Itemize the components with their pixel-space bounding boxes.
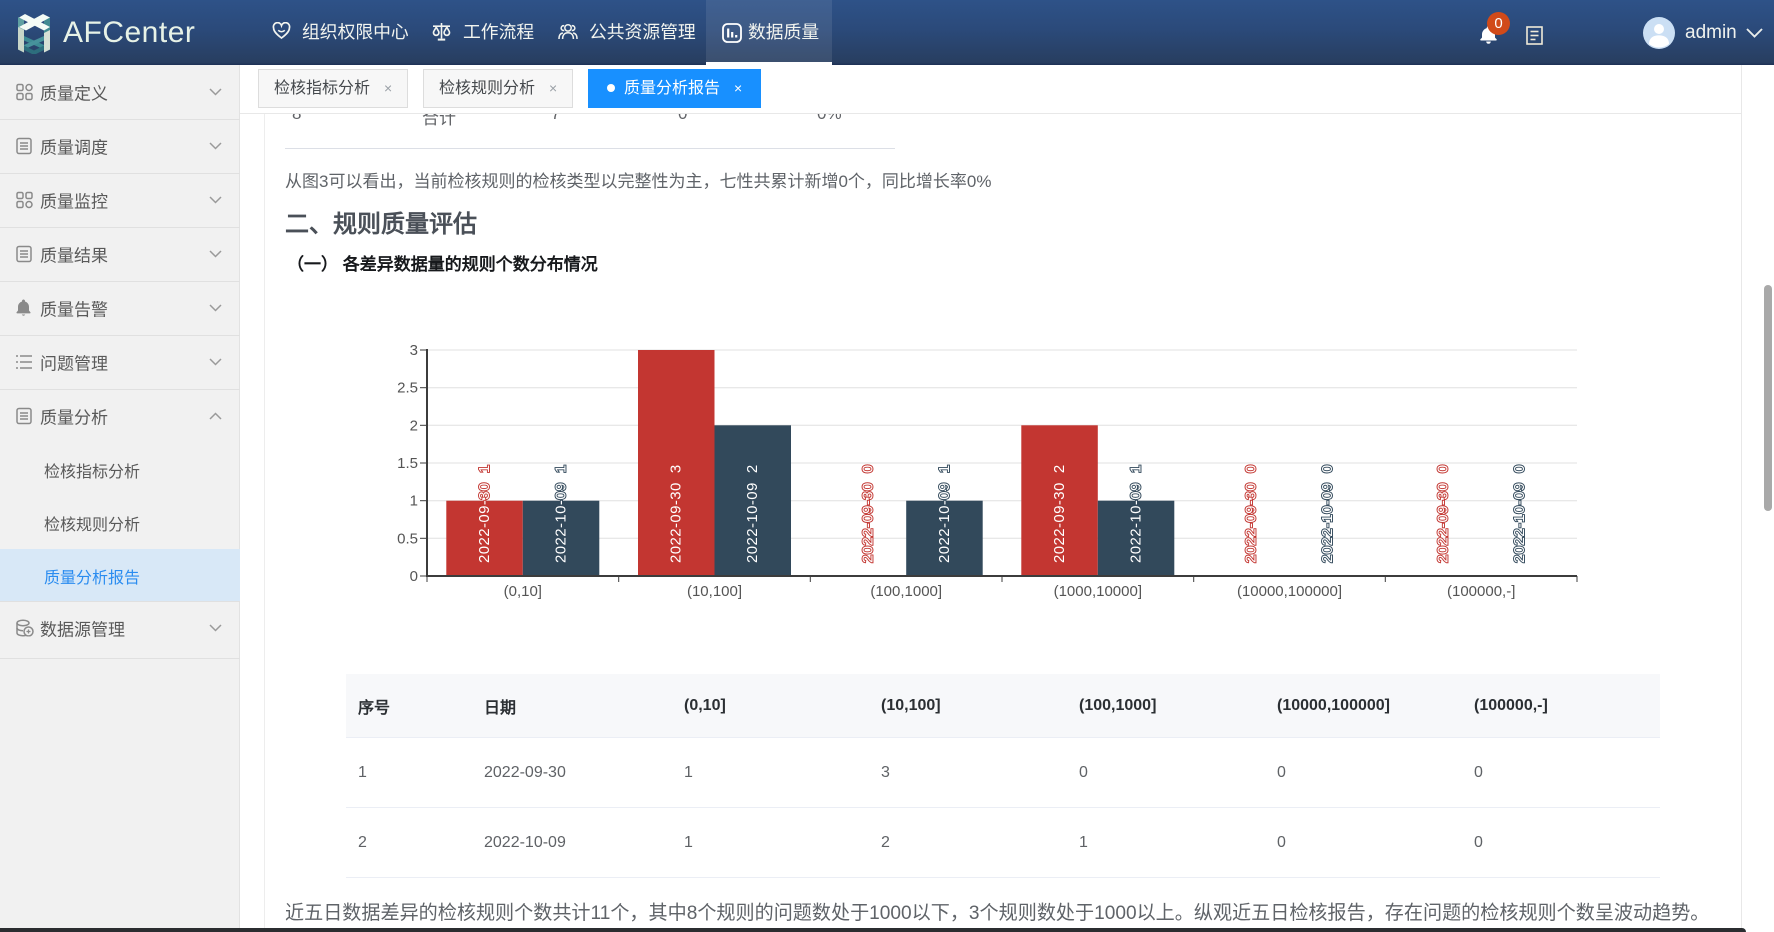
svg-text:(10000,100000]: (10000,100000]	[1237, 583, 1342, 600]
svg-text:1: 1	[410, 493, 418, 510]
svg-text:2022-09-30 3: 2022-09-30 3	[668, 464, 685, 563]
svg-text:2022-10-09 0: 2022-10-09 0	[1511, 464, 1528, 563]
svg-text:3: 3	[410, 342, 418, 359]
svg-text:2022-09-30 0: 2022-09-30 0	[1243, 464, 1260, 563]
svg-text:2022-10-09 2: 2022-10-09 2	[744, 464, 761, 563]
svg-text:2.5: 2.5	[397, 380, 418, 397]
svg-text:2022-10-09 0: 2022-10-09 0	[1319, 464, 1336, 563]
svg-text:2022-10-09 1: 2022-10-09 1	[1128, 464, 1145, 563]
svg-text:2: 2	[410, 417, 418, 434]
svg-text:2022-09-30 0: 2022-09-30 0	[859, 464, 876, 563]
svg-text:0.5: 0.5	[397, 530, 418, 547]
svg-text:(100000,-]: (100000,-]	[1447, 583, 1515, 600]
svg-text:0: 0	[410, 568, 418, 585]
svg-text:2022-09-30 1: 2022-09-30 1	[476, 464, 493, 563]
svg-text:(0,10]: (0,10]	[504, 583, 542, 600]
svg-text:2022-10-09 1: 2022-10-09 1	[936, 464, 953, 563]
svg-text:(100,1000]: (100,1000]	[870, 583, 942, 600]
svg-text:(1000,10000]: (1000,10000]	[1054, 583, 1142, 600]
svg-text:1.5: 1.5	[397, 455, 418, 472]
svg-text:2022-09-30 0: 2022-09-30 0	[1434, 464, 1451, 563]
svg-text:2022-09-30 2: 2022-09-30 2	[1051, 464, 1068, 563]
svg-text:2022-10-09 1: 2022-10-09 1	[553, 464, 570, 563]
svg-text:(10,100]: (10,100]	[687, 583, 742, 600]
